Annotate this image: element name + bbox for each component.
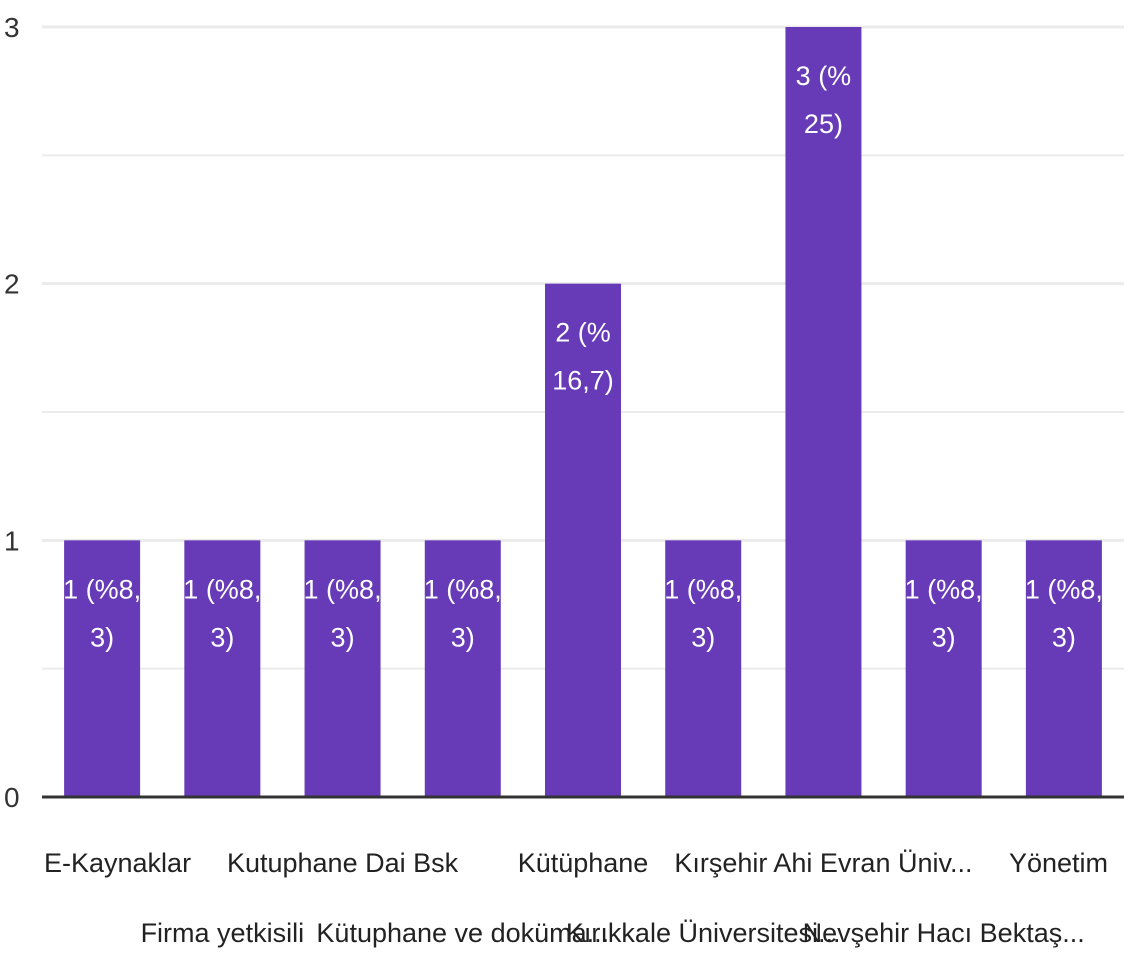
bar-value-label: 1 (%8, xyxy=(664,574,742,604)
x-tick-label: Kütüphane xyxy=(518,848,649,878)
bar-value-label: 3) xyxy=(932,622,956,652)
bar-value-label: 3) xyxy=(451,622,475,652)
bar-value-label: 16,7) xyxy=(552,366,614,396)
x-tick-label: Kırıkkale Üniversitesi... xyxy=(566,918,841,948)
bar-value-label: 3) xyxy=(691,622,715,652)
bar xyxy=(424,540,501,797)
bar-value-label: 1 (%8, xyxy=(304,574,382,604)
bar-value-label: 3 (% xyxy=(796,61,852,91)
bar xyxy=(905,540,982,797)
bar xyxy=(785,27,862,797)
bar-value-label: 3) xyxy=(90,622,114,652)
bar-value-label: 1 (%8, xyxy=(63,574,141,604)
x-tick-label: Kırşehir Ahi Evran Üniv... xyxy=(674,848,972,878)
y-tick-label: 1 xyxy=(4,525,20,556)
x-tick-label: Nevşehir Hacı Bektaş... xyxy=(803,918,1085,948)
bar xyxy=(1025,540,1102,797)
bar-value-label: 3) xyxy=(331,622,355,652)
bar-value-label: 1 (%8, xyxy=(1025,574,1103,604)
x-axis-category-labels: E-Kaynaklar Firma yetkisili Kutuphane Dai … xyxy=(44,848,1108,948)
bar-value-label: 1 (%8, xyxy=(905,574,983,604)
bar-value-label: 1 (%8, xyxy=(183,574,261,604)
bar xyxy=(304,540,381,797)
x-tick-label: E-Kaynaklar xyxy=(44,848,191,878)
bar-value-label: 2 (% xyxy=(555,318,611,348)
y-tick-label: 0 xyxy=(4,782,20,813)
bar xyxy=(64,540,141,797)
bar xyxy=(545,283,621,798)
x-tick-label: Kutuphane Dai Bsk xyxy=(227,848,459,878)
x-tick-label: Kütuphane ve doküma... xyxy=(316,918,609,948)
bar-value-label: 3) xyxy=(210,622,234,652)
bar xyxy=(665,540,742,797)
x-tick-label: Firma yetkisili xyxy=(141,918,305,948)
y-axis-ticks: 0 1 2 3 xyxy=(4,12,20,813)
bar xyxy=(184,540,261,797)
bar-value-label: 25) xyxy=(804,109,843,139)
bar-value-label: 1 (%8, xyxy=(424,574,502,604)
y-tick-label: 2 xyxy=(4,269,20,300)
bar-value-labels: 1 (%8, 3) 1 (%8, 3) 1 (%8, 3) 1 (%8, 3) 2 (% 16,7… xyxy=(63,61,1103,652)
x-tick-label: Yönetim xyxy=(1009,848,1108,878)
bar-value-label: 3) xyxy=(1052,622,1076,652)
bars xyxy=(64,27,1102,798)
y-tick-label: 3 xyxy=(4,12,20,43)
